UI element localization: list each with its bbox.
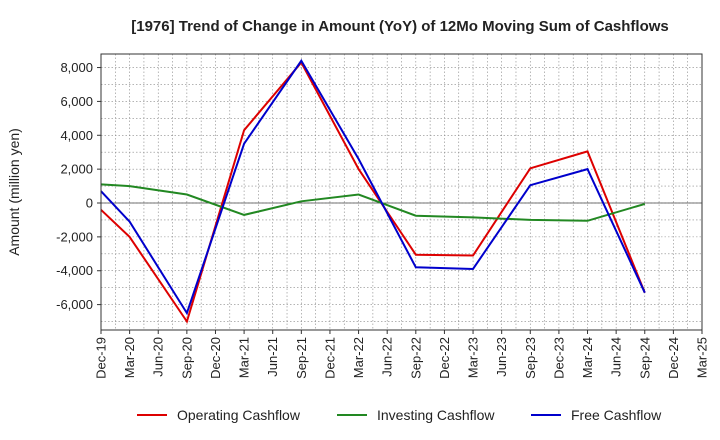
y-tick-label: 8,000 — [60, 60, 93, 75]
x-tick-label: Jun-22 — [380, 337, 395, 377]
y-tick-label: 2,000 — [60, 162, 93, 177]
x-tick-label: Mar-24 — [580, 337, 595, 378]
x-tick-label: Mar-22 — [351, 337, 366, 378]
x-tick-label: Dec-20 — [208, 337, 223, 379]
x-tick-label: Sep-20 — [179, 337, 194, 379]
y-axis-ticks: -6,000 -4,000 -2,000 0 2,000 4,000 6,000 8,000 — [56, 60, 101, 312]
y-tick-label: -6,000 — [56, 297, 93, 312]
x-tick-label: Dec-24 — [666, 337, 681, 379]
series-line-operating-cashflow — [100, 60, 646, 324]
y-axis-label: Amount (million yen) — [6, 128, 22, 256]
x-tick-label: Mar-25 — [695, 337, 710, 378]
y-tick-label: -4,000 — [56, 263, 93, 278]
legend-label: Investing Cashflow — [377, 407, 495, 423]
y-tick-label: 4,000 — [60, 128, 93, 143]
x-tick-label: Dec-23 — [551, 337, 566, 379]
x-tick-label: Jun-20 — [151, 337, 166, 377]
y-tick-label: 0 — [86, 196, 93, 211]
x-axis-ticks: Dec-19 Mar-20 Jun-20 Sep-20 Dec-20 Mar-21 Jun-… — [94, 330, 710, 379]
x-tick-label: Mar-21 — [237, 337, 252, 378]
x-tick-label: Mar-20 — [122, 337, 137, 378]
y-tick-label: 6,000 — [60, 94, 93, 109]
x-tick-label: Sep-22 — [408, 337, 423, 379]
x-tick-label: Jun-23 — [494, 337, 509, 377]
legend-item: Investing Cashflow — [337, 407, 495, 423]
legend-label: Operating Cashflow — [177, 407, 301, 423]
x-tick-label: Dec-22 — [437, 337, 452, 379]
x-tick-label: Jun-24 — [609, 337, 624, 377]
series-line-investing-cashflow — [100, 183, 646, 222]
legend-item: Operating Cashflow — [137, 407, 301, 423]
chart-title: [1976] Trend of Change in Amount (YoY) o… — [131, 18, 669, 35]
plot-frame — [100, 53, 703, 331]
series-line-free-cashflow — [100, 58, 646, 316]
x-tick-label: Sep-21 — [294, 337, 309, 379]
x-tick-label: Jun-21 — [265, 337, 280, 377]
series-lines — [100, 58, 646, 324]
x-tick-label: Dec-19 — [94, 337, 109, 379]
legend: Operating Cashflow Investing Cashflow Free… — [137, 407, 662, 423]
legend-item: Free Cashflow — [531, 407, 662, 423]
x-tick-label: Dec-21 — [322, 337, 337, 379]
legend-label: Free Cashflow — [571, 407, 662, 423]
x-tick-label: Sep-24 — [637, 337, 652, 379]
y-tick-label: -2,000 — [56, 229, 93, 244]
x-tick-label: Mar-23 — [466, 337, 481, 378]
grid — [100, 54, 703, 330]
x-tick-label: Sep-23 — [523, 337, 538, 379]
